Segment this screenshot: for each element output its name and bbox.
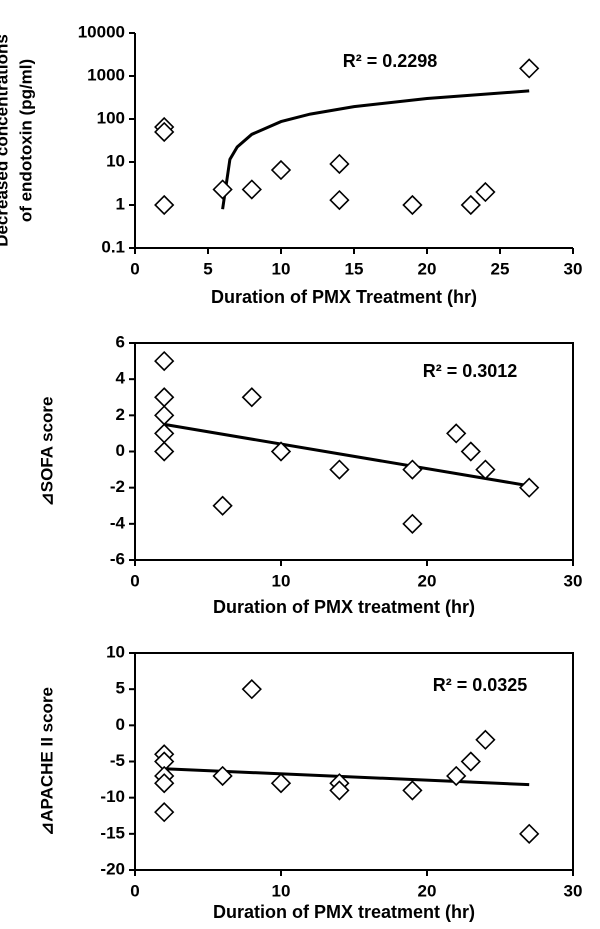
data-point bbox=[329, 153, 350, 175]
x-tick-label: 5 bbox=[203, 259, 212, 278]
x-tick-label: 20 bbox=[418, 259, 437, 278]
data-point bbox=[154, 405, 175, 426]
y-tick-label: -20 bbox=[100, 859, 125, 878]
trend-line bbox=[163, 422, 530, 488]
y-tick-label: 10000 bbox=[78, 22, 125, 41]
x-tick-label: 0 bbox=[130, 881, 139, 900]
data-point bbox=[329, 189, 350, 211]
trend-line bbox=[221, 89, 530, 210]
data-point bbox=[329, 780, 350, 801]
data-point bbox=[270, 773, 292, 794]
data-point bbox=[460, 751, 481, 772]
data-point bbox=[241, 387, 262, 408]
x-tick-label: 10 bbox=[272, 259, 291, 278]
x-tick-label: 15 bbox=[345, 259, 364, 278]
data-point bbox=[270, 159, 292, 181]
y-axis-label: Decreased concentrations bbox=[0, 34, 11, 247]
x-tick-label: 10 bbox=[272, 881, 291, 900]
y-tick-label: -4 bbox=[110, 513, 126, 532]
x-tick-label: 10 bbox=[272, 571, 291, 590]
y-axis-label: of endotoxin (pg/ml) bbox=[16, 59, 35, 222]
annotation: R² = 0.0325 bbox=[433, 675, 528, 695]
data-point bbox=[460, 194, 481, 216]
annotation: R² = 0.3012 bbox=[423, 361, 518, 381]
y-tick-label: 100 bbox=[97, 108, 125, 127]
data-point bbox=[154, 773, 175, 794]
x-tick-label: 0 bbox=[130, 571, 139, 590]
chart-panel: 0.1 1 10 100 1000 10000 0 5 10 15 20 25 30 Duration o… bbox=[0, 22, 582, 306]
y-axis-label: ⊿APACHE II score bbox=[37, 687, 56, 836]
data-point bbox=[402, 194, 423, 216]
y-axis-label: ⊿SOFA score bbox=[37, 397, 56, 507]
data-point bbox=[212, 495, 233, 516]
data-point bbox=[475, 181, 496, 203]
x-tick-label: 0 bbox=[130, 259, 139, 278]
x-axis-label: Duration of PMX Treatment (hr) bbox=[211, 287, 477, 307]
data-point bbox=[402, 780, 423, 801]
data-point bbox=[519, 823, 540, 844]
y-tick-label: -2 bbox=[110, 477, 125, 496]
x-tick-label: 25 bbox=[491, 259, 510, 278]
y-tick-label: -6 bbox=[110, 549, 125, 568]
data-point bbox=[270, 441, 292, 462]
data-point bbox=[212, 179, 233, 200]
data-point bbox=[154, 802, 175, 823]
data-point bbox=[154, 121, 175, 143]
data-point bbox=[519, 58, 540, 79]
data-point bbox=[460, 441, 481, 462]
y-tick-label: 1 bbox=[116, 194, 125, 213]
data-point bbox=[402, 459, 423, 480]
data-point bbox=[154, 194, 175, 216]
data-point bbox=[402, 513, 423, 534]
y-tick-label: 10 bbox=[106, 151, 125, 170]
data-point bbox=[475, 729, 496, 750]
x-tick-label: 30 bbox=[564, 571, 583, 590]
chart-panel: -6 -4 -2 0 2 4 6 0 10 20 30 Duration of PMX treatme… bbox=[37, 332, 582, 616]
annotation: R² = 0.2298 bbox=[343, 51, 438, 71]
data-point bbox=[154, 441, 175, 462]
y-tick-label: 6 bbox=[116, 332, 125, 351]
y-tick-label: 1000 bbox=[87, 65, 125, 84]
y-tick-label: 0 bbox=[116, 441, 125, 460]
data-point bbox=[519, 477, 540, 498]
y-tick-label: 2 bbox=[116, 405, 125, 424]
data-point bbox=[212, 765, 233, 787]
y-tick-label: 4 bbox=[116, 369, 126, 388]
data-point bbox=[154, 387, 175, 408]
x-tick-label: 20 bbox=[418, 571, 437, 590]
y-tick-label: 0.1 bbox=[101, 237, 125, 256]
x-tick-label: 20 bbox=[418, 881, 437, 900]
chart-panel: -20 -15 -10 -5 0 5 10 0 10 20 30 Duration of PMX tr… bbox=[37, 642, 582, 921]
data-point bbox=[446, 423, 467, 444]
data-point bbox=[446, 765, 467, 787]
x-tick-label: 30 bbox=[564, 259, 583, 278]
y-tick-label: 10 bbox=[106, 642, 125, 661]
x-tick-label: 30 bbox=[564, 881, 583, 900]
y-tick-label: 5 bbox=[116, 679, 125, 698]
x-axis-label: Duration of PMX treatment (hr) bbox=[213, 902, 475, 922]
data-point bbox=[241, 679, 262, 700]
y-tick-label: 0 bbox=[116, 715, 125, 734]
data-point bbox=[154, 350, 175, 372]
data-point bbox=[475, 459, 496, 480]
data-point bbox=[154, 423, 175, 444]
x-axis-label: Duration of PMX treatment (hr) bbox=[213, 597, 475, 617]
y-tick-label: -15 bbox=[100, 823, 125, 842]
y-tick-label: -10 bbox=[100, 787, 125, 806]
data-point bbox=[329, 459, 350, 480]
data-point bbox=[241, 179, 262, 200]
y-tick-label: -5 bbox=[110, 751, 125, 770]
